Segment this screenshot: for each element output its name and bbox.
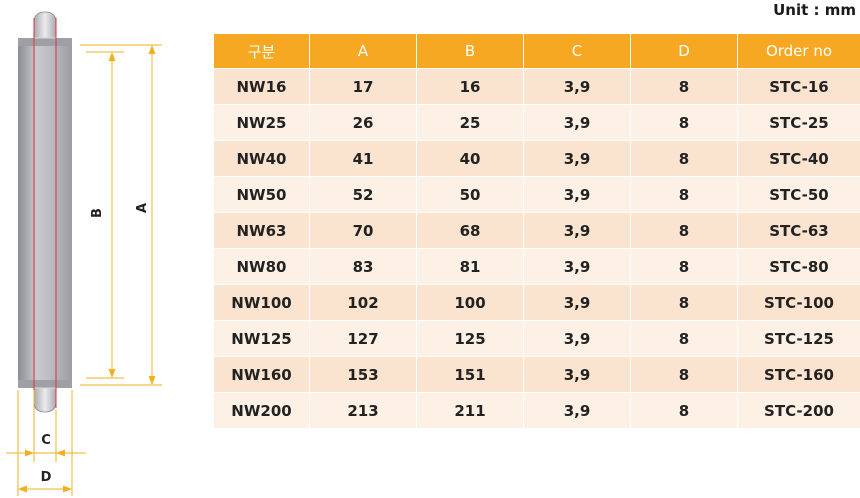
cell-type: NW200 <box>213 392 310 429</box>
cell-type: NW80 <box>213 248 310 285</box>
cell-c: 3,9 <box>523 212 631 249</box>
cell-c: 3,9 <box>523 284 631 321</box>
cell-a: 153 <box>309 356 417 393</box>
cell-b: 211 <box>416 392 524 429</box>
a-label: A <box>135 203 150 213</box>
b-arrow-top <box>108 52 116 61</box>
cell-c: 3,9 <box>523 248 631 285</box>
cell-b: 50 <box>416 176 524 213</box>
unit-label: Unit : mm <box>773 1 856 19</box>
cell-a: 52 <box>309 176 417 213</box>
centering-ring-drawing: A B C D <box>6 11 162 496</box>
cell-d: 8 <box>630 212 738 249</box>
cell-order-no: STC-200 <box>737 392 860 429</box>
cell-a: 26 <box>309 104 417 141</box>
cell-order-no: STC-50 <box>737 176 860 213</box>
cell-d: 8 <box>630 104 738 141</box>
cell-b: 16 <box>416 68 524 105</box>
cell-order-no: STC-125 <box>737 320 860 357</box>
oring-top <box>33 11 57 39</box>
header-cell-d: D <box>630 33 738 69</box>
cell-type: NW160 <box>213 356 310 393</box>
cell-order-no: STC-100 <box>737 284 860 321</box>
a-arrow-top <box>148 45 156 54</box>
cell-a: 213 <box>309 392 417 429</box>
ring-top-cap <box>18 38 72 46</box>
cell-a: 83 <box>309 248 417 285</box>
spec-table: 구분 A B C D Order no NW16 17 16 3,9 8 STC… <box>213 33 860 429</box>
table-row: NW50 52 50 3,9 8 STC-50 <box>213 176 860 213</box>
cell-c: 3,9 <box>523 356 631 393</box>
header-cell-b: B <box>416 33 524 69</box>
cell-c: 3,9 <box>523 104 631 141</box>
cell-b: 68 <box>416 212 524 249</box>
cell-order-no: STC-80 <box>737 248 860 285</box>
c-label: C <box>41 433 51 448</box>
b-arrow-bottom <box>108 369 116 378</box>
cell-c: 3,9 <box>523 140 631 177</box>
header-cell-c: C <box>523 33 631 69</box>
d-arrow-left <box>18 485 27 493</box>
cell-type: NW25 <box>213 104 310 141</box>
table-row: NW40 41 40 3,9 8 STC-40 <box>213 140 860 177</box>
cell-b: 125 <box>416 320 524 357</box>
cell-order-no: STC-25 <box>737 104 860 141</box>
table-row: NW200 213 211 3,9 8 STC-200 <box>213 392 860 429</box>
cell-d: 8 <box>630 68 738 105</box>
cell-b: 151 <box>416 356 524 393</box>
cell-a: 41 <box>309 140 417 177</box>
cell-a: 17 <box>309 68 417 105</box>
header-cell-type: 구분 <box>213 33 310 69</box>
cell-d: 8 <box>630 320 738 357</box>
cell-d: 8 <box>630 248 738 285</box>
table-row: NW25 26 25 3,9 8 STC-25 <box>213 104 860 141</box>
cell-order-no: STC-40 <box>737 140 860 177</box>
cell-d: 8 <box>630 176 738 213</box>
cell-d: 8 <box>630 140 738 177</box>
c-arrow-left <box>25 449 34 457</box>
cell-type: NW125 <box>213 320 310 357</box>
cell-c: 3,9 <box>523 320 631 357</box>
cell-c: 3,9 <box>523 392 631 429</box>
a-arrow-bottom <box>148 376 156 385</box>
header-cell-order-no: Order no <box>737 33 860 69</box>
d-label: D <box>41 470 52 485</box>
cell-c: 3,9 <box>523 176 631 213</box>
table-header-row: 구분 A B C D Order no <box>213 33 860 69</box>
table-row: NW80 83 81 3,9 8 STC-80 <box>213 248 860 285</box>
cell-order-no: STC-63 <box>737 212 860 249</box>
cell-a: 70 <box>309 212 417 249</box>
header-cell-a: A <box>309 33 417 69</box>
cell-type: NW40 <box>213 140 310 177</box>
cell-b: 81 <box>416 248 524 285</box>
b-label: B <box>90 208 105 218</box>
cell-order-no: STC-16 <box>737 68 860 105</box>
cell-a: 127 <box>309 320 417 357</box>
table-row: NW16 17 16 3,9 8 STC-16 <box>213 68 860 105</box>
cell-type: NW50 <box>213 176 310 213</box>
cell-b: 40 <box>416 140 524 177</box>
table-row: NW100 102 100 3,9 8 STC-100 <box>213 284 860 321</box>
cell-d: 8 <box>630 356 738 393</box>
ring-bottom-cap <box>18 380 72 388</box>
cell-d: 8 <box>630 284 738 321</box>
table-row: NW125 127 125 3,9 8 STC-125 <box>213 320 860 357</box>
c-arrow-right <box>56 449 65 457</box>
cell-type: NW63 <box>213 212 310 249</box>
table-row: NW160 153 151 3,9 8 STC-160 <box>213 356 860 393</box>
cell-b: 100 <box>416 284 524 321</box>
cell-a: 102 <box>309 284 417 321</box>
cell-type: NW100 <box>213 284 310 321</box>
cell-type: NW16 <box>213 68 310 105</box>
ring-body <box>18 45 72 385</box>
cell-order-no: STC-160 <box>737 356 860 393</box>
cell-d: 8 <box>630 392 738 429</box>
oring-bottom <box>33 387 57 413</box>
cell-c: 3,9 <box>523 68 631 105</box>
d-arrow-right <box>63 485 72 493</box>
cell-b: 25 <box>416 104 524 141</box>
table-row: NW63 70 68 3,9 8 STC-63 <box>213 212 860 249</box>
